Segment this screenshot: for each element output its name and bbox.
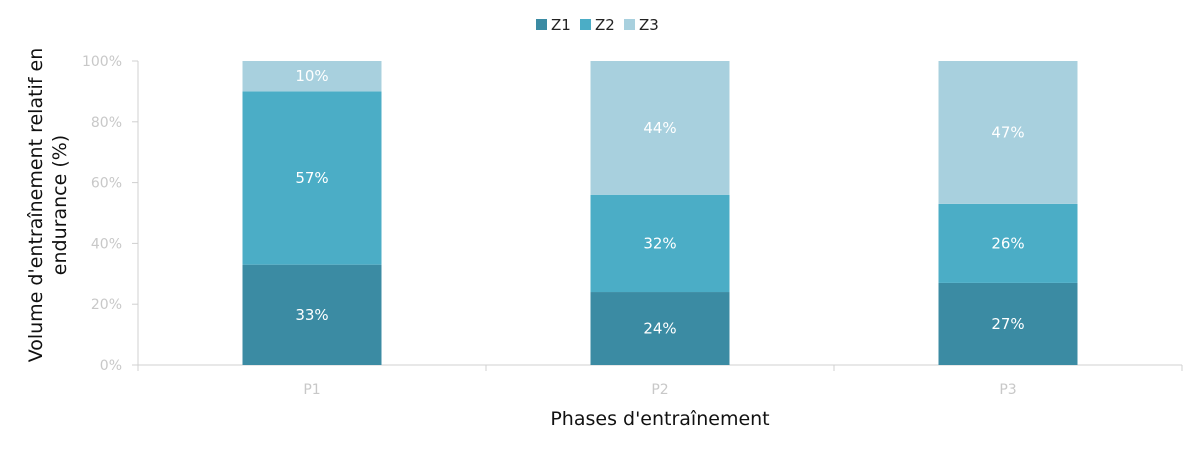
legend: Z1 Z2 Z3	[536, 16, 659, 34]
data-labels: 33% 57% 10% 24% 32% 44% 27% 26% 47%	[295, 67, 1024, 337]
data-label-p2-z1: 24%	[643, 320, 676, 338]
data-label-p1-z3: 10%	[295, 67, 328, 85]
y-tick-label: 40%	[91, 236, 122, 252]
y-tick-label: 60%	[91, 176, 122, 192]
bar-p3-z2	[938, 203, 1078, 283]
data-label-p2-z3: 44%	[643, 119, 676, 137]
bar-p3-z1	[938, 282, 1078, 365]
bar-p2-z2	[590, 194, 730, 293]
data-label-p3-z3: 47%	[991, 123, 1024, 141]
legend-label-z2: Z2	[595, 16, 615, 34]
legend-swatch-z1	[536, 19, 547, 30]
data-label-p2-z2: 32%	[643, 234, 676, 252]
bar-p1-z2	[242, 91, 382, 265]
x-axis-title: Phases d'entraînement	[550, 408, 769, 430]
x-tick-label-p1: P1	[303, 382, 320, 398]
bar-p1-z1	[242, 264, 382, 365]
y-axis-title: Volume d'entraînement relatif en enduranc…	[25, 48, 71, 363]
y-axis-title-line: endurance (%)	[49, 135, 71, 275]
legend-label-z1: Z1	[551, 16, 571, 34]
legend-swatch-z2	[580, 19, 591, 30]
data-label-p3-z2: 26%	[991, 234, 1024, 252]
legend-swatch-z3	[624, 19, 635, 30]
x-tick-label-p3: P3	[999, 382, 1016, 398]
y-tick-label: 0%	[100, 358, 122, 374]
data-label-p1-z1: 33%	[295, 306, 328, 324]
bar-p3-z3	[938, 61, 1078, 204]
x-axis: P1 P2 P3	[137, 364, 1183, 398]
y-axis: 0% 20% 40% 60% 80% 100%	[82, 54, 139, 374]
y-axis-title-line: Volume d'entraînement relatif en	[25, 48, 47, 363]
y-tick-label: 80%	[91, 115, 122, 131]
legend-label-z3: Z3	[639, 16, 659, 34]
bars	[242, 61, 1078, 365]
data-label-p3-z1: 27%	[991, 315, 1024, 333]
bar-p1-z3	[242, 61, 382, 92]
y-tick-label: 100%	[82, 54, 122, 70]
bar-p2-z3	[590, 61, 730, 195]
y-tick-label: 20%	[91, 297, 122, 313]
x-tick-label-p2: P2	[651, 382, 668, 398]
data-label-p1-z2: 57%	[295, 169, 328, 187]
bar-p2-z1	[590, 292, 730, 365]
